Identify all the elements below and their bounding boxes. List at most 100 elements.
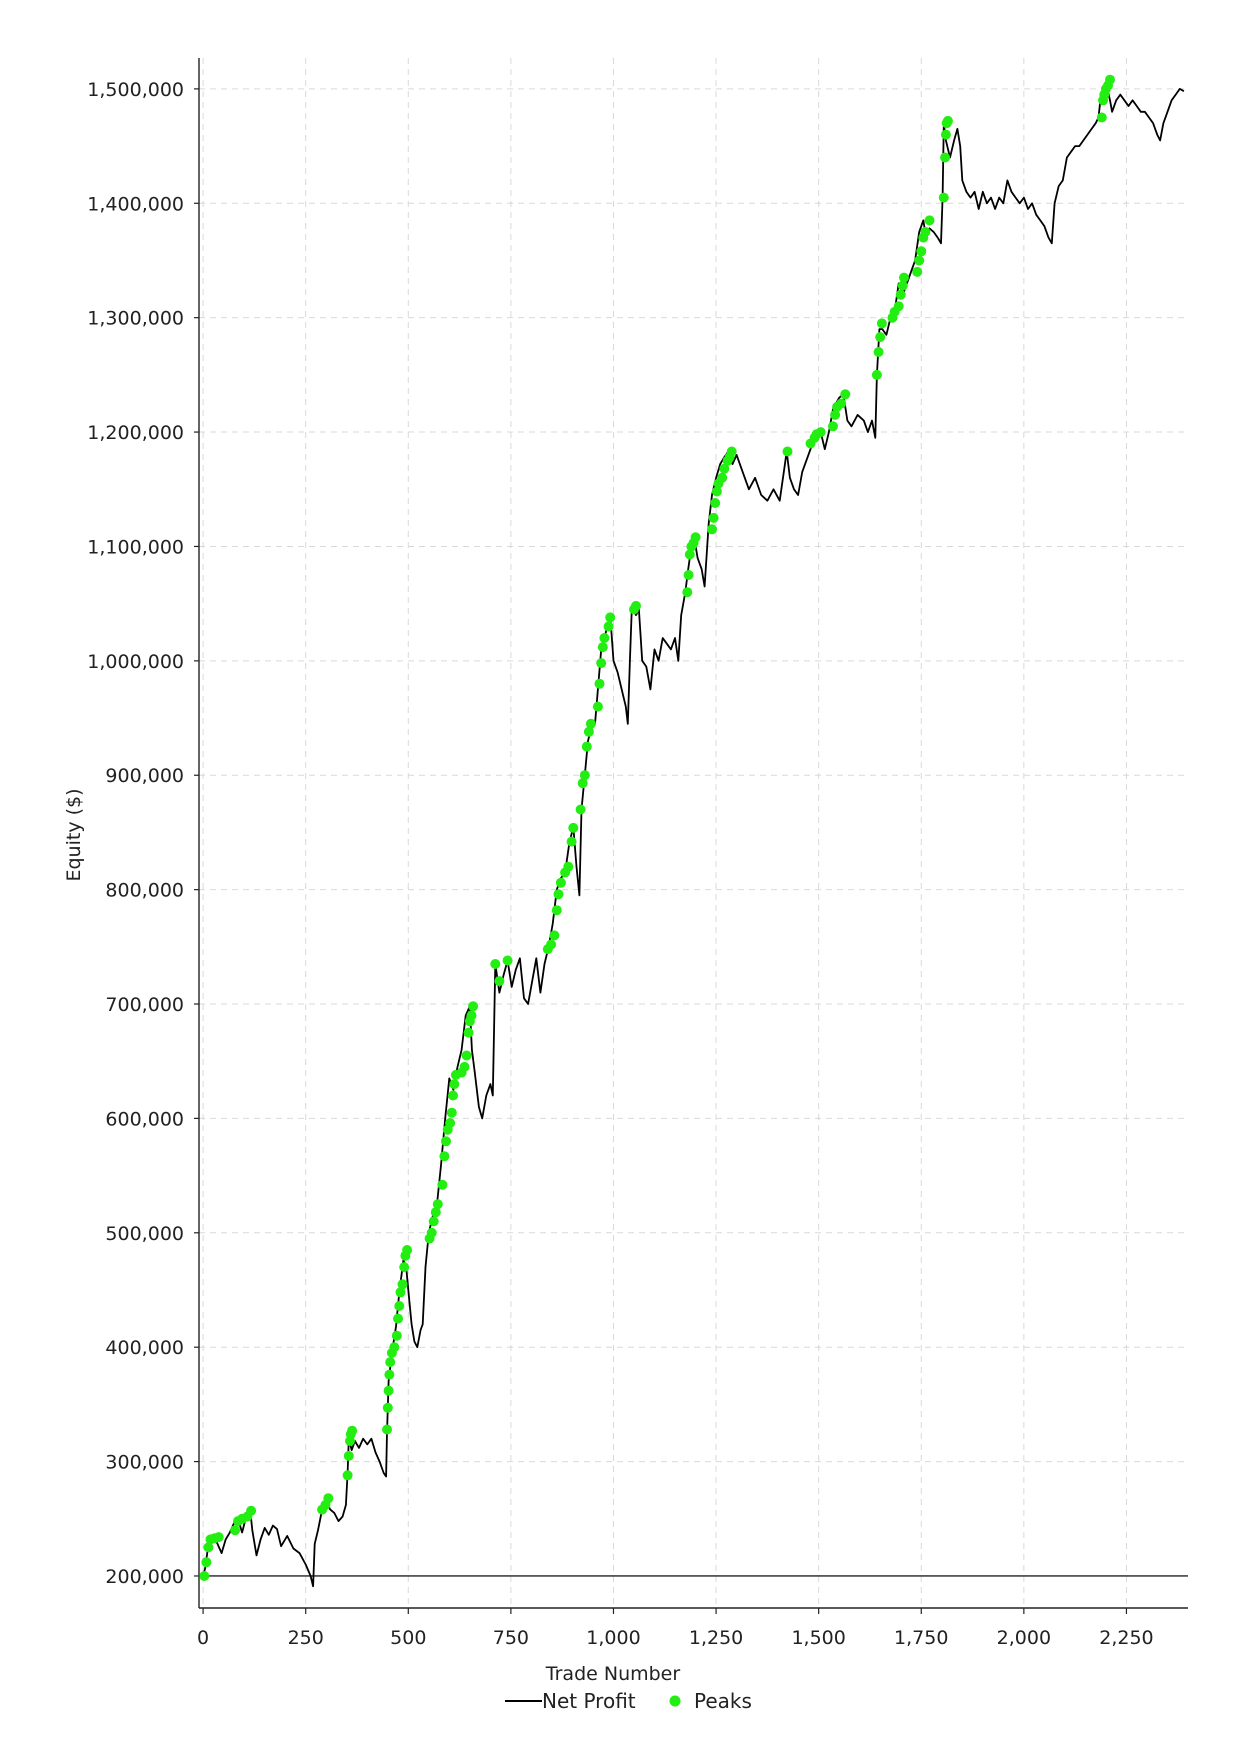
peak-point <box>439 1151 450 1162</box>
peak-point <box>708 512 719 523</box>
peak-point <box>555 877 566 888</box>
peak-point <box>876 318 887 329</box>
legend-peaks-swatch <box>669 1695 681 1707</box>
y-tick-label: 500,000 <box>105 1223 184 1245</box>
peak-point <box>199 1571 210 1581</box>
peak-point <box>383 1385 394 1396</box>
peak-point <box>684 549 695 560</box>
peak-point <box>441 1136 451 1147</box>
peak-point <box>581 741 592 752</box>
peak-point <box>448 1090 458 1101</box>
peak-point <box>502 955 513 966</box>
y-tick-label: 1,000,000 <box>87 651 184 673</box>
peak-point <box>399 1262 410 1273</box>
peak-point <box>840 389 851 400</box>
peak-point <box>393 1313 403 1324</box>
peak-point <box>342 1470 353 1481</box>
peak-point <box>430 1207 441 1218</box>
peak-point <box>437 1179 448 1190</box>
y-tick-label: 1,200,000 <box>87 422 184 444</box>
peak-point <box>546 939 557 950</box>
peak-point <box>605 612 616 623</box>
peak-point <box>432 1199 443 1210</box>
x-tick-label: 2,250 <box>1099 1627 1153 1649</box>
x-tick-label: 2,000 <box>997 1627 1051 1649</box>
peak-point <box>551 905 562 916</box>
peak-point <box>895 289 906 300</box>
peak-point <box>585 718 596 729</box>
peak-point <box>394 1301 405 1311</box>
peak-point <box>577 778 588 789</box>
peak-point <box>717 472 728 483</box>
peak-markers <box>199 74 1115 1581</box>
y-tick-label: 1,300,000 <box>87 308 184 330</box>
net-profit-line <box>202 81 1185 1588</box>
x-tick-label: 0 <box>197 1627 209 1649</box>
y-tick-label: 800,000 <box>105 880 184 902</box>
peak-point <box>461 1050 472 1061</box>
peak-point <box>446 1107 457 1118</box>
peak-point <box>940 152 951 163</box>
legend: Net Profit Peaks <box>505 1689 752 1713</box>
peak-point <box>466 1010 477 1021</box>
peak-point <box>719 463 730 474</box>
peak-point <box>599 633 610 643</box>
peak-point <box>893 301 904 312</box>
peak-point <box>815 427 826 438</box>
peak-point <box>871 369 882 380</box>
x-tick-label: 250 <box>288 1627 324 1649</box>
peak-point <box>563 861 574 872</box>
peak-point <box>583 726 594 737</box>
peak-point <box>897 280 908 291</box>
peak-point <box>449 1079 460 1090</box>
peak-point <box>916 246 927 257</box>
peak-point <box>912 266 923 277</box>
peak-point <box>873 347 884 357</box>
peak-point <box>631 600 641 611</box>
peak-point <box>463 1027 474 1038</box>
peak-point <box>899 272 909 283</box>
peak-point <box>445 1118 456 1128</box>
peak-point <box>246 1505 257 1516</box>
peak-point <box>382 1402 393 1413</box>
peak-point <box>710 498 721 508</box>
peak-point <box>782 446 793 457</box>
x-tick-label: 1,750 <box>894 1627 948 1649</box>
peak-point <box>402 1245 413 1255</box>
y-tick-label: 200,000 <box>105 1566 184 1588</box>
peak-point <box>690 532 701 543</box>
peak-point <box>942 115 953 126</box>
peak-point <box>494 976 505 987</box>
y-tick-label: 1,500,000 <box>87 79 184 101</box>
peak-point <box>579 770 590 781</box>
peak-point <box>830 409 841 420</box>
peak-point <box>347 1425 358 1436</box>
y-axis-title: Equity ($) <box>63 788 85 881</box>
x-tick-label: 750 <box>493 1627 529 1649</box>
peak-point <box>836 398 847 409</box>
peak-point <box>707 524 717 535</box>
peak-point <box>940 129 951 140</box>
y-tick-label: 400,000 <box>105 1337 184 1359</box>
y-tick-label: 600,000 <box>105 1108 184 1130</box>
peak-point <box>323 1493 334 1504</box>
peak-point <box>553 889 564 900</box>
peak-point <box>726 446 737 457</box>
peak-point <box>938 192 949 203</box>
x-axis-title: Trade Number <box>545 1663 681 1685</box>
peak-point <box>201 1557 212 1568</box>
peak-point <box>459 1061 470 1072</box>
peak-point <box>920 226 931 237</box>
peak-point <box>597 642 608 653</box>
x-tick-label: 500 <box>390 1627 426 1649</box>
peak-point <box>385 1357 396 1368</box>
grid-lines <box>199 58 1188 1608</box>
peak-point <box>924 215 935 226</box>
x-tick-label: 1,000 <box>586 1627 640 1649</box>
peak-point <box>568 822 579 833</box>
y-tick-label: 1,100,000 <box>87 536 184 558</box>
peak-point <box>1096 112 1107 123</box>
peak-point <box>426 1227 437 1238</box>
axes <box>198 58 1188 1609</box>
